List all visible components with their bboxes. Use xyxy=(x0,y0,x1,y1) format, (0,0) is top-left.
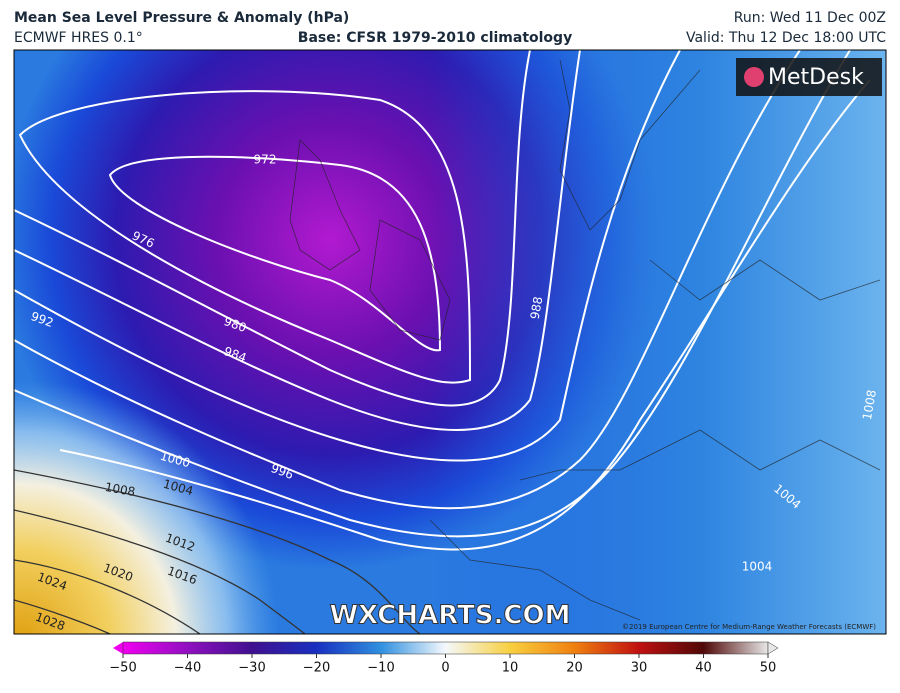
cbar-tick-label: −10 xyxy=(367,661,394,676)
cbar-tick-label: 50 xyxy=(760,661,777,676)
cbar-tick-label: 20 xyxy=(566,661,583,676)
logo: MetDesk xyxy=(768,65,864,90)
cbar-min-arrow xyxy=(113,642,123,654)
copyright: ©2019 European Centre for Medium-Range W… xyxy=(622,623,876,631)
cbar-tick-label: 10 xyxy=(502,661,519,676)
contour-label: 1008 xyxy=(104,480,137,499)
title: Mean Sea Level Pressure & Anomaly (hPa) xyxy=(14,10,349,26)
cbar-tick-label: −50 xyxy=(109,661,136,676)
cbar-tick-label: −20 xyxy=(303,661,330,676)
cbar-tick-label: 0 xyxy=(441,661,449,676)
contour-label: 1008 xyxy=(860,389,879,422)
model: ECMWF HRES 0.1° xyxy=(14,30,143,46)
watermark: WXCHARTS.COM xyxy=(329,601,570,631)
cbar-tick-label: −30 xyxy=(238,661,265,676)
cbar-tick-label: 40 xyxy=(695,661,712,676)
contour-label: 972 xyxy=(254,153,277,167)
map-frame xyxy=(13,49,887,635)
run: Run: Wed 11 Dec 00Z xyxy=(734,10,886,26)
cbar-tick-label: 30 xyxy=(631,661,648,676)
base: Base: CFSR 1979-2010 climatology xyxy=(298,30,572,46)
valid: Valid: Thu 12 Dec 18:00 UTC xyxy=(686,30,886,46)
contour-label: 1004 xyxy=(742,560,773,574)
cbar-max-arrow xyxy=(767,641,779,655)
contour-label: 988 xyxy=(528,295,546,320)
cbar-tick-label: −40 xyxy=(174,661,201,676)
map: MetDesk WXCHARTS.COM ©2019 European Cent… xyxy=(14,50,886,634)
colorbar xyxy=(122,641,769,655)
